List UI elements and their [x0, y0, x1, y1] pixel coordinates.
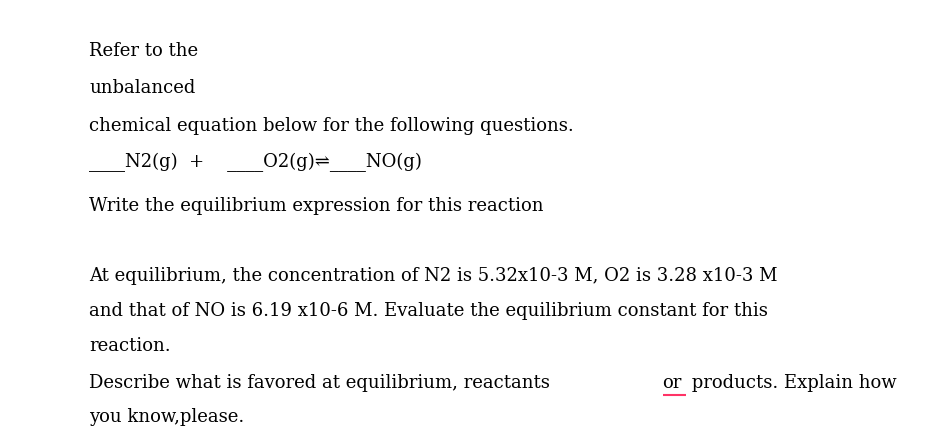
Text: Write the equilibrium expression for this reaction: Write the equilibrium expression for thi…: [89, 197, 544, 215]
Text: or: or: [662, 373, 682, 392]
Text: products. Explain how: products. Explain how: [686, 373, 897, 392]
Text: and that of NO is 6.19 x10-6 M. Evaluate the equilibrium constant for this: and that of NO is 6.19 x10-6 M. Evaluate…: [89, 301, 768, 320]
Text: Refer to the: Refer to the: [89, 43, 199, 60]
Text: At equilibrium, the concentration of N2 is 5.32x10-3 M, O2 is 3.28 x10-3 M: At equilibrium, the concentration of N2 …: [89, 267, 778, 285]
Text: you know,​please.: you know,​please.: [89, 408, 245, 426]
Text: unbalanced: unbalanced: [89, 79, 196, 98]
Text: reaction.: reaction.: [89, 337, 171, 354]
Text: Describe what is favored at equilibrium, reactants: Describe what is favored at equilibrium,…: [89, 373, 556, 392]
Text: ____N2(g)  +    ____O2(g)⇌____NO(g): ____N2(g) + ____O2(g)⇌____NO(g): [89, 153, 423, 173]
Text: chemical equation below for the following questions.: chemical equation below for the followin…: [89, 116, 574, 135]
